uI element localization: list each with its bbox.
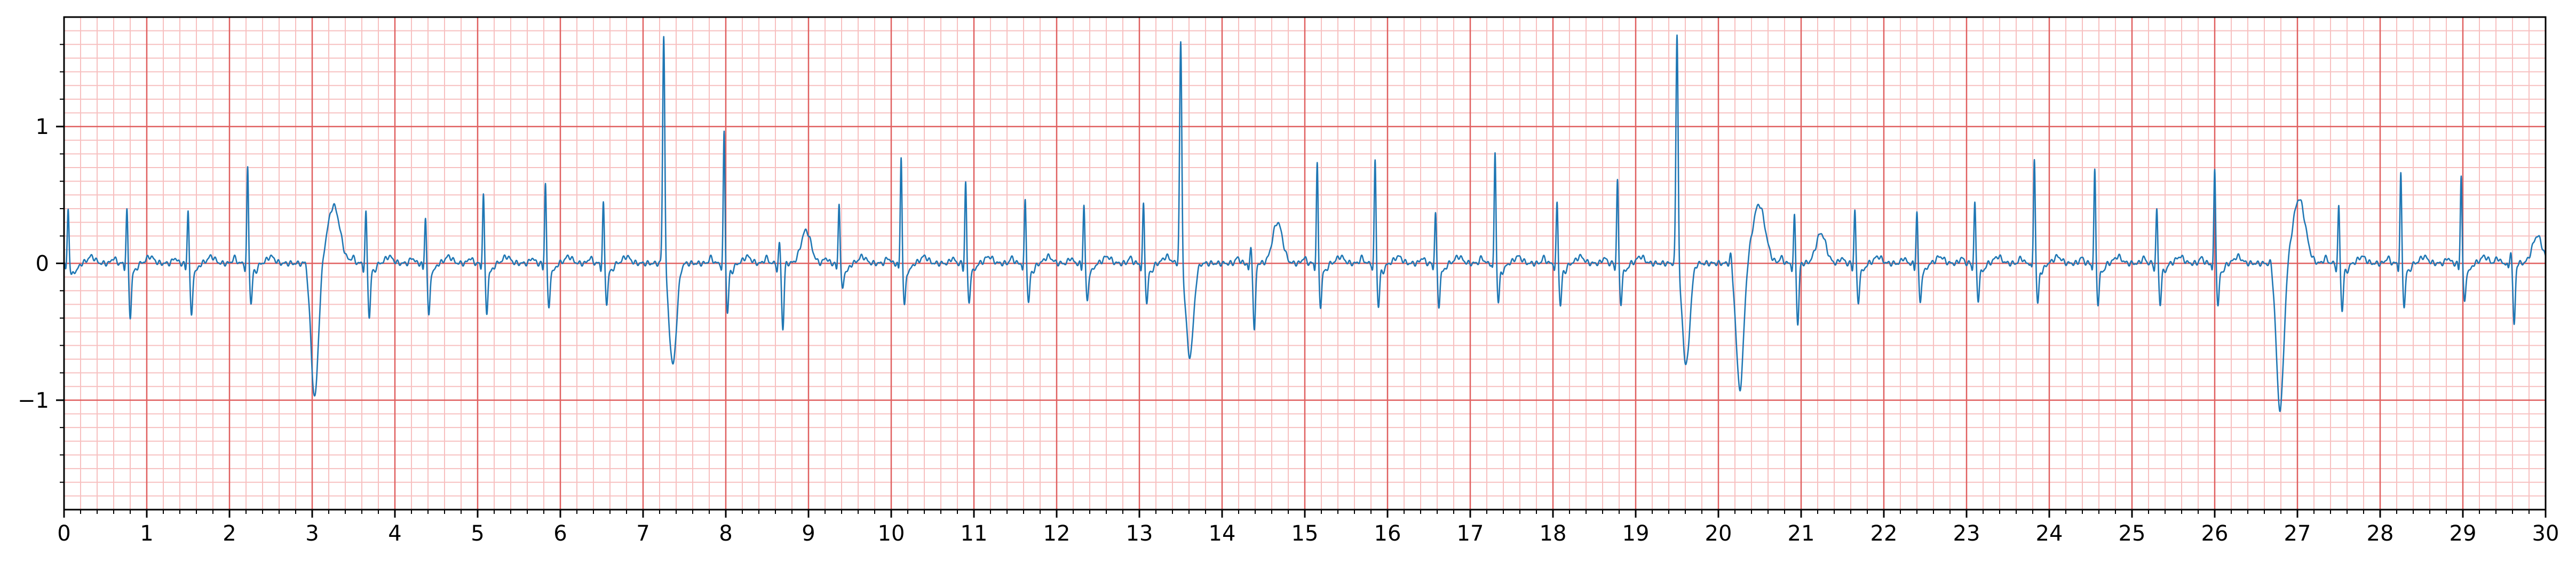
x-tick-label: 17: [1457, 521, 1484, 546]
x-tick-label: 30: [2532, 521, 2559, 546]
x-tick-label: 18: [1540, 521, 1567, 546]
x-tick-label: 14: [1209, 521, 1236, 546]
x-tick-label: 22: [1870, 521, 1898, 546]
x-tick-label: 6: [553, 521, 567, 546]
axes-layer: 0 1 2 3 4 5 6 7 8 9 10 11 12 13 14 15 16 17 18 19 20 21 22 23 24…: [18, 16, 2559, 546]
y-tick-label: 0: [36, 252, 49, 276]
y-tick-label: 1: [36, 115, 49, 139]
x-tick-label: 9: [802, 521, 815, 546]
x-tick-label: 0: [57, 521, 70, 546]
x-tick-label: 29: [2450, 521, 2477, 546]
x-tick-label: 11: [961, 521, 988, 546]
x-tick-label: 25: [2119, 521, 2146, 546]
x-tick-label: 21: [1788, 521, 1815, 546]
x-tick-label: 13: [1126, 521, 1153, 546]
x-tick-label: 19: [1622, 521, 1650, 546]
x-tick-label: 20: [1705, 521, 1732, 546]
ecg-trace-layer: [64, 34, 2547, 413]
ecg-trace-line: [64, 34, 2547, 413]
x-tick-label: 8: [719, 521, 732, 546]
x-tick-label: 15: [1291, 521, 1319, 546]
x-tick-label: 27: [2284, 521, 2311, 546]
x-tick-label: 7: [636, 521, 649, 546]
x-tick-label: 10: [878, 521, 905, 546]
x-tick-label: 3: [305, 521, 319, 546]
x-tick-label: 12: [1043, 521, 1071, 546]
y-tick-label: −1: [18, 388, 49, 413]
x-tick-label: 23: [1953, 521, 1980, 546]
x-tick-label: 5: [471, 521, 484, 546]
x-tick-label: 26: [2201, 521, 2229, 546]
x-tick-label: 4: [388, 521, 401, 546]
x-tick-label: 24: [2036, 521, 2063, 546]
x-tick-label: 28: [2367, 521, 2394, 546]
x-tick-label: 2: [223, 521, 236, 546]
x-tick-label: 16: [1374, 521, 1401, 546]
x-tick-label: 1: [140, 521, 153, 546]
